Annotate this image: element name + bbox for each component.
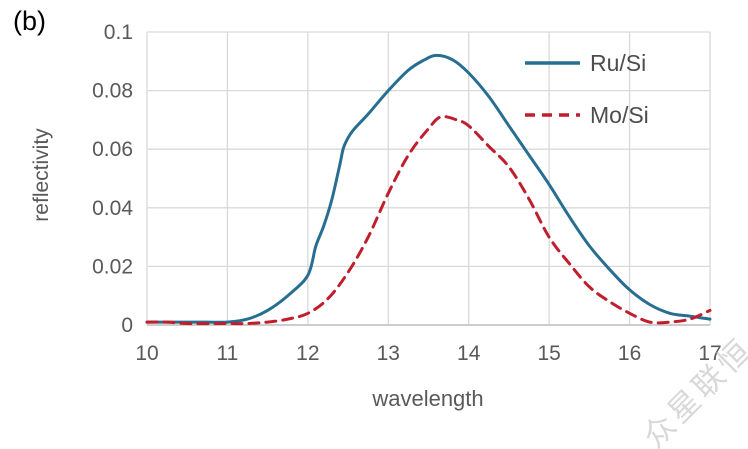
x-tick-label: 13: [377, 342, 400, 365]
y-tick-label: 0: [121, 314, 133, 337]
mo-si-dashed-line-icon: [525, 113, 580, 117]
legend-label-mo-si: Mo/Si: [590, 101, 649, 128]
x-tick-label: 15: [537, 342, 560, 365]
series-curve-mo-si: [145, 115, 712, 326]
y-tick-label: 0.04: [92, 197, 133, 220]
y-tick-label: 0.02: [92, 255, 133, 278]
legend-label-ru-si: Ru/Si: [590, 49, 647, 76]
y-tick-label: 0.06: [92, 138, 133, 161]
x-tick-label: 14: [457, 342, 481, 365]
x-axis-title: wavelength: [372, 386, 484, 411]
legend-item-mo-si: Mo/Si: [524, 96, 649, 134]
figure-label: (b): [13, 6, 46, 36]
x-tick-label: 12: [296, 342, 319, 365]
series-curve-ru-si: [145, 53, 712, 324]
x-tick-label: 17: [698, 342, 721, 365]
y-tick-label: 0.1: [104, 21, 133, 44]
y-tick-label: 0.08: [92, 80, 133, 103]
x-tick-label: 11: [217, 342, 239, 365]
legend-item-ru-si: Ru/Si: [524, 44, 649, 82]
x-tick-label: 16: [618, 342, 641, 365]
legend: Ru/Si Mo/Si: [524, 44, 649, 148]
ru-si-solid-line-icon: [525, 61, 580, 65]
x-tick-label: 10: [135, 342, 158, 365]
